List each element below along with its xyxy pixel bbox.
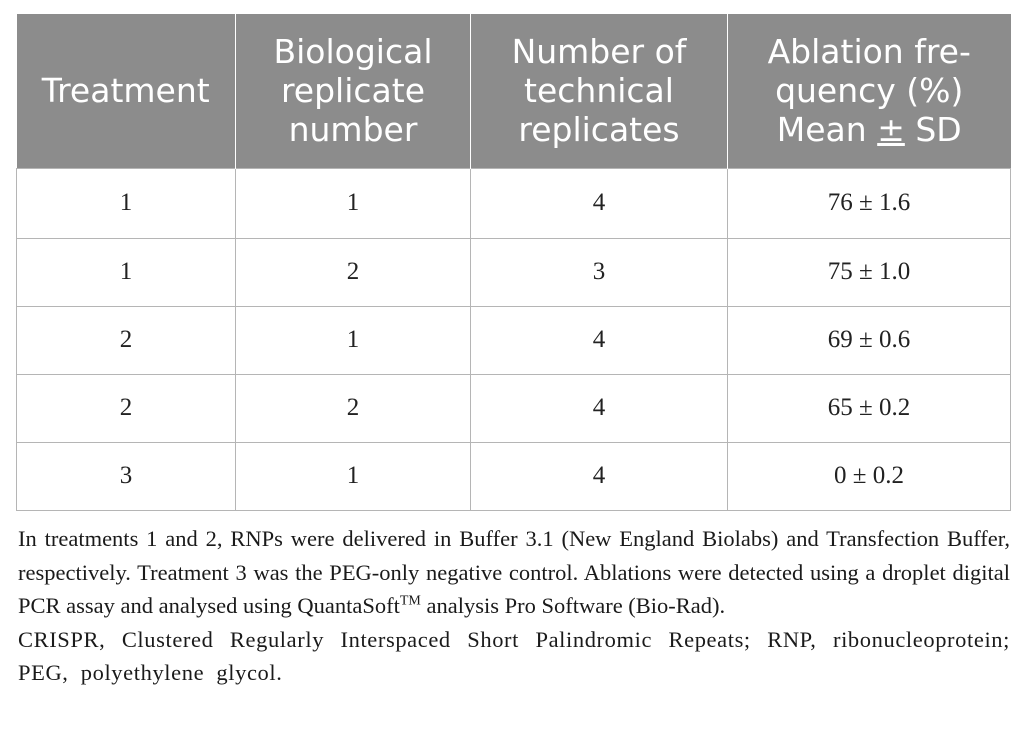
- header-ablation-frequency: Ablation fre- quency (%) Mean ± SD: [727, 14, 1011, 168]
- cell-ablation-frequency: 69 ± 0.6: [727, 305, 1011, 375]
- cell-ablation-frequency: 0 ± 0.2: [727, 441, 1011, 511]
- cell-ablation-frequency: 65 ± 0.2: [727, 373, 1011, 443]
- cell-biological-replicate: 1: [235, 167, 471, 239]
- cell-biological-replicate: 1: [235, 305, 471, 375]
- header-biological-replicate-number: Biological replicate number: [235, 14, 471, 168]
- table-footnotes: In treatments 1 and 2, RNPs were deliver…: [18, 522, 1010, 690]
- cell-technical-replicates: 4: [470, 305, 728, 375]
- footnote-treatments-text: In treatments 1 and 2, RNPs were deliver…: [18, 526, 1010, 618]
- header-technical-line-2: technical: [524, 71, 674, 111]
- cell-biological-replicate: 2: [235, 237, 471, 307]
- cell-treatment: 2: [16, 305, 236, 375]
- cell-treatment: 1: [16, 237, 236, 307]
- table-row: 2 1 4 69 ± 0.6: [16, 305, 1011, 375]
- table-row: 1 1 4 76 ± 1.6: [16, 167, 1011, 239]
- plus-minus-symbol: ±: [877, 110, 905, 150]
- header-ablation-line-1: Ablation fre-: [767, 32, 971, 72]
- trademark-symbol: TM: [399, 593, 421, 609]
- header-biological-line-2: replicate: [280, 71, 426, 111]
- cell-ablation-frequency: 76 ± 1.6: [727, 167, 1011, 239]
- table-row: 2 2 4 65 ± 0.2: [16, 373, 1011, 443]
- header-treatment: Treatment: [16, 14, 236, 168]
- cell-biological-replicate: 2: [235, 373, 471, 443]
- header-technical-line-3: replicates: [518, 110, 680, 150]
- cell-treatment: 1: [16, 167, 236, 239]
- header-technical-line-1: Number of: [511, 32, 687, 72]
- header-technical-replicates: Number of technical replicates: [470, 14, 728, 168]
- cell-technical-replicates: 4: [470, 373, 728, 443]
- header-ablation-line-3: Mean ± SD: [776, 110, 962, 150]
- header-biological-line-1: Biological: [273, 32, 433, 72]
- footnote-abbreviations: CRISPR, Clustered Regularly Interspaced …: [18, 626, 1010, 686]
- footnote-treatments-tail: analysis Pro Software (Bio-Rad).: [420, 593, 726, 618]
- table-row: 3 1 4 0 ± 0.2: [16, 441, 1011, 511]
- cell-technical-replicates: 4: [470, 167, 728, 239]
- cell-technical-replicates: 3: [470, 237, 728, 307]
- results-table: Treatment Biological replicate number Nu…: [16, 14, 1011, 511]
- header-ablation-line-2: quency (%): [775, 71, 964, 111]
- cell-technical-replicates: 4: [470, 441, 728, 511]
- header-row: Treatment Biological replicate number Nu…: [16, 14, 1011, 168]
- table-body: 1 1 4 76 ± 1.6 1 2 3 75 ± 1.0 2 1 4 69 ±…: [16, 167, 1011, 511]
- cell-ablation-frequency: 75 ± 1.0: [727, 237, 1011, 307]
- cell-treatment: 3: [16, 441, 236, 511]
- header-biological-line-3: number: [288, 110, 418, 150]
- header-treatment-line-1: Treatment: [41, 71, 210, 111]
- cell-treatment: 2: [16, 373, 236, 443]
- table-header: Treatment Biological replicate number Nu…: [16, 14, 1011, 168]
- cell-biological-replicate: 1: [235, 441, 471, 511]
- footnote-treatments: In treatments 1 and 2, RNPs were deliver…: [18, 522, 1010, 623]
- table-row: 1 2 3 75 ± 1.0: [16, 237, 1011, 307]
